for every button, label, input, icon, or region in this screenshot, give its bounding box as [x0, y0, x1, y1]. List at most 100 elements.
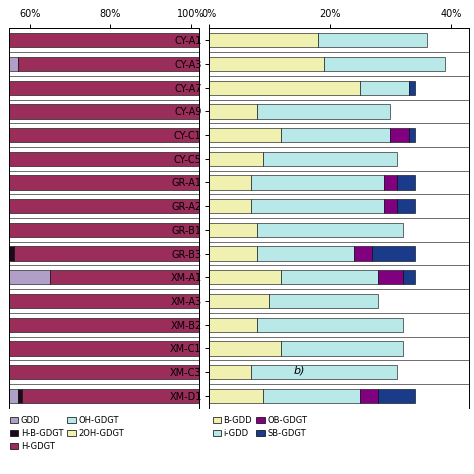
Bar	[281, 128, 391, 142]
Bar	[255, 365, 260, 379]
Bar	[209, 294, 269, 308]
Bar	[244, 318, 247, 332]
Bar	[268, 199, 276, 213]
Bar	[384, 199, 397, 213]
Bar	[236, 104, 244, 118]
Bar	[354, 246, 372, 261]
Bar	[251, 365, 397, 379]
Bar	[397, 175, 415, 190]
Bar	[209, 199, 251, 213]
Bar	[236, 341, 244, 356]
Bar	[252, 152, 255, 166]
Bar	[292, 57, 294, 71]
Bar	[384, 175, 397, 190]
Bar	[18, 389, 22, 403]
Bar	[268, 33, 280, 47]
Bar	[9, 104, 219, 118]
Bar	[252, 128, 264, 142]
Bar	[409, 81, 415, 95]
Bar	[209, 246, 257, 261]
Bar	[360, 81, 409, 95]
Bar	[264, 175, 268, 190]
Bar	[276, 81, 280, 95]
Bar	[252, 294, 260, 308]
Bar	[264, 270, 268, 284]
Bar	[209, 318, 257, 332]
Bar	[255, 152, 260, 166]
Bar	[257, 104, 391, 118]
Bar	[209, 81, 360, 95]
Legend: GDD, H-B-GDGT, H-GDGT, OH-GDGT, 2OH-GDGT: GDD, H-B-GDGT, H-GDGT, OH-GDGT, 2OH-GDGT	[10, 416, 124, 451]
Bar	[209, 104, 257, 118]
Bar	[252, 175, 264, 190]
Bar	[260, 152, 262, 166]
Bar	[276, 223, 280, 237]
Bar	[209, 341, 281, 356]
Bar	[409, 128, 415, 142]
Bar	[9, 33, 264, 47]
Legend: B-GDD, i-GDD, OB-GDGT, SB-GDGT: B-GDD, i-GDD, OB-GDGT, SB-GDGT	[213, 416, 307, 438]
Bar	[9, 128, 239, 142]
Bar	[228, 246, 236, 261]
Bar	[18, 57, 280, 71]
Bar	[318, 33, 427, 47]
Bar	[247, 389, 255, 403]
Bar	[378, 389, 415, 403]
Bar	[264, 33, 268, 47]
Bar	[268, 175, 276, 190]
Bar	[263, 389, 360, 403]
Bar	[260, 294, 268, 308]
Bar	[252, 199, 260, 213]
Bar	[209, 33, 318, 47]
Bar	[251, 175, 384, 190]
Bar	[252, 341, 260, 356]
Bar	[251, 199, 384, 213]
Bar	[209, 365, 251, 379]
Bar	[378, 270, 402, 284]
Bar	[9, 57, 18, 71]
Bar	[9, 341, 236, 356]
Bar	[324, 57, 445, 71]
Bar	[9, 389, 18, 403]
Bar	[397, 199, 415, 213]
Bar	[269, 294, 378, 308]
Bar	[236, 389, 239, 403]
Bar	[260, 199, 268, 213]
Bar	[209, 57, 324, 71]
Bar	[9, 223, 260, 237]
Bar	[209, 270, 281, 284]
Bar	[257, 318, 402, 332]
Bar	[272, 81, 276, 95]
Bar	[209, 223, 257, 237]
Bar	[257, 223, 402, 237]
Bar	[14, 246, 215, 261]
Bar	[209, 389, 263, 403]
Bar	[9, 199, 252, 213]
Bar	[239, 389, 247, 403]
Bar	[9, 152, 252, 166]
Bar	[260, 270, 264, 284]
Bar	[247, 365, 255, 379]
Bar	[209, 175, 251, 190]
Bar	[268, 223, 276, 237]
Bar	[9, 175, 252, 190]
Text: b): b)	[293, 365, 305, 375]
Bar	[281, 341, 402, 356]
Bar	[244, 104, 252, 118]
Bar	[281, 270, 378, 284]
Bar	[263, 152, 397, 166]
Bar	[264, 128, 268, 142]
Bar	[260, 223, 268, 237]
Bar	[209, 128, 281, 142]
Bar	[215, 246, 228, 261]
Bar	[9, 270, 50, 284]
Bar	[9, 81, 272, 95]
Bar	[219, 104, 236, 118]
Bar	[236, 246, 244, 261]
Bar	[9, 318, 244, 332]
Bar	[239, 365, 247, 379]
Bar	[268, 294, 276, 308]
Bar	[372, 246, 415, 261]
Bar	[9, 365, 239, 379]
Bar	[50, 270, 260, 284]
